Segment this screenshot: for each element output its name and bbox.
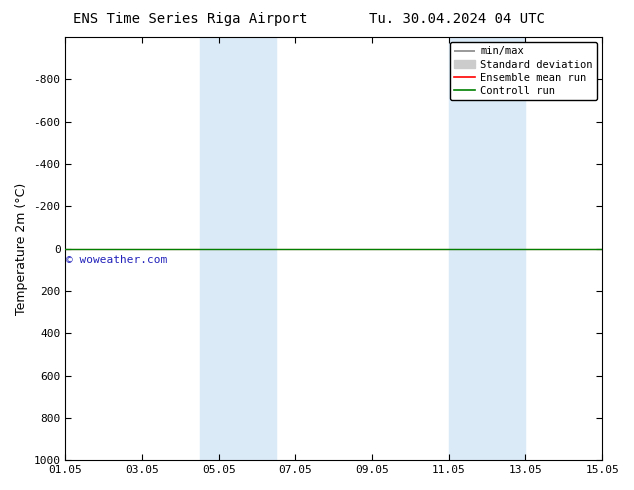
Y-axis label: Temperature 2m (°C): Temperature 2m (°C) bbox=[15, 182, 28, 315]
Legend: min/max, Standard deviation, Ensemble mean run, Controll run: min/max, Standard deviation, Ensemble me… bbox=[450, 42, 597, 100]
Text: Tu. 30.04.2024 04 UTC: Tu. 30.04.2024 04 UTC bbox=[368, 12, 545, 26]
Bar bbox=[449, 37, 526, 460]
Bar bbox=[200, 37, 276, 460]
Text: © woweather.com: © woweather.com bbox=[66, 255, 167, 265]
Text: ENS Time Series Riga Airport: ENS Time Series Riga Airport bbox=[73, 12, 307, 26]
